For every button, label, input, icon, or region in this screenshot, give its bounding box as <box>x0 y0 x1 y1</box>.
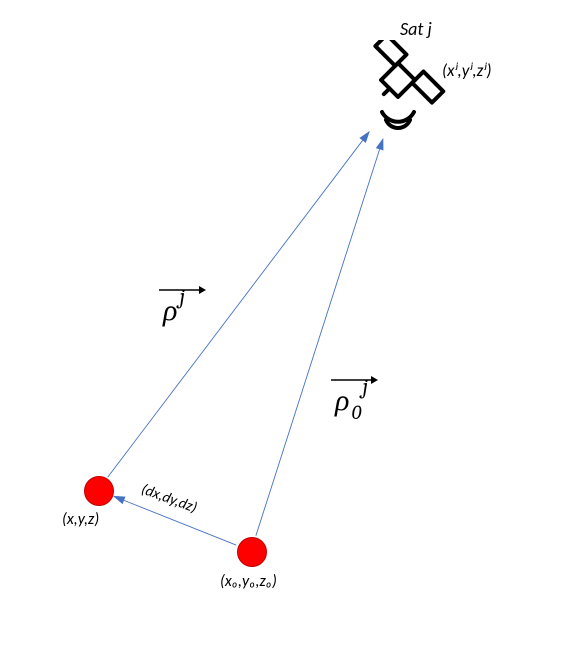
reference-point <box>237 537 267 567</box>
svg-text:j: j <box>359 374 369 400</box>
diagram-stage: Sat j (xʲ,yʲ,zʲ) (x,y,z) (x₀,y₀,z₀) (dx,… <box>0 0 565 646</box>
svg-text:0: 0 <box>352 401 362 424</box>
svg-text:ρ: ρ <box>334 383 349 418</box>
label-rho-j: ρj <box>155 280 215 341</box>
svg-text:ρ: ρ <box>162 293 177 328</box>
label-reference: (x₀,y₀,z₀) <box>220 572 277 591</box>
satellite-icon <box>356 40 446 145</box>
label-rho0-j: ρ0j <box>327 370 387 443</box>
label-sat-coords: (xʲ,yʲ,zʲ) <box>442 60 492 81</box>
arrows-layer <box>0 0 565 646</box>
label-sat-title: Sat j <box>400 18 432 40</box>
label-receiver: (x,y,z) <box>62 510 99 529</box>
receiver-point <box>84 476 114 506</box>
